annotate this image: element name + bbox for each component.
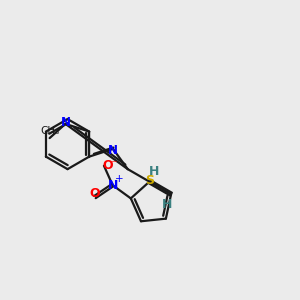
Text: H: H [161, 198, 172, 211]
Text: N: N [108, 144, 118, 157]
Text: CH₃: CH₃ [40, 126, 59, 136]
Text: O: O [102, 159, 113, 172]
Text: N: N [60, 116, 70, 129]
Text: ⁻: ⁻ [110, 159, 117, 172]
Text: O: O [90, 187, 100, 200]
Text: N: N [107, 179, 118, 192]
Text: H: H [148, 165, 159, 178]
Text: S: S [146, 174, 154, 187]
Text: +: + [115, 174, 123, 184]
